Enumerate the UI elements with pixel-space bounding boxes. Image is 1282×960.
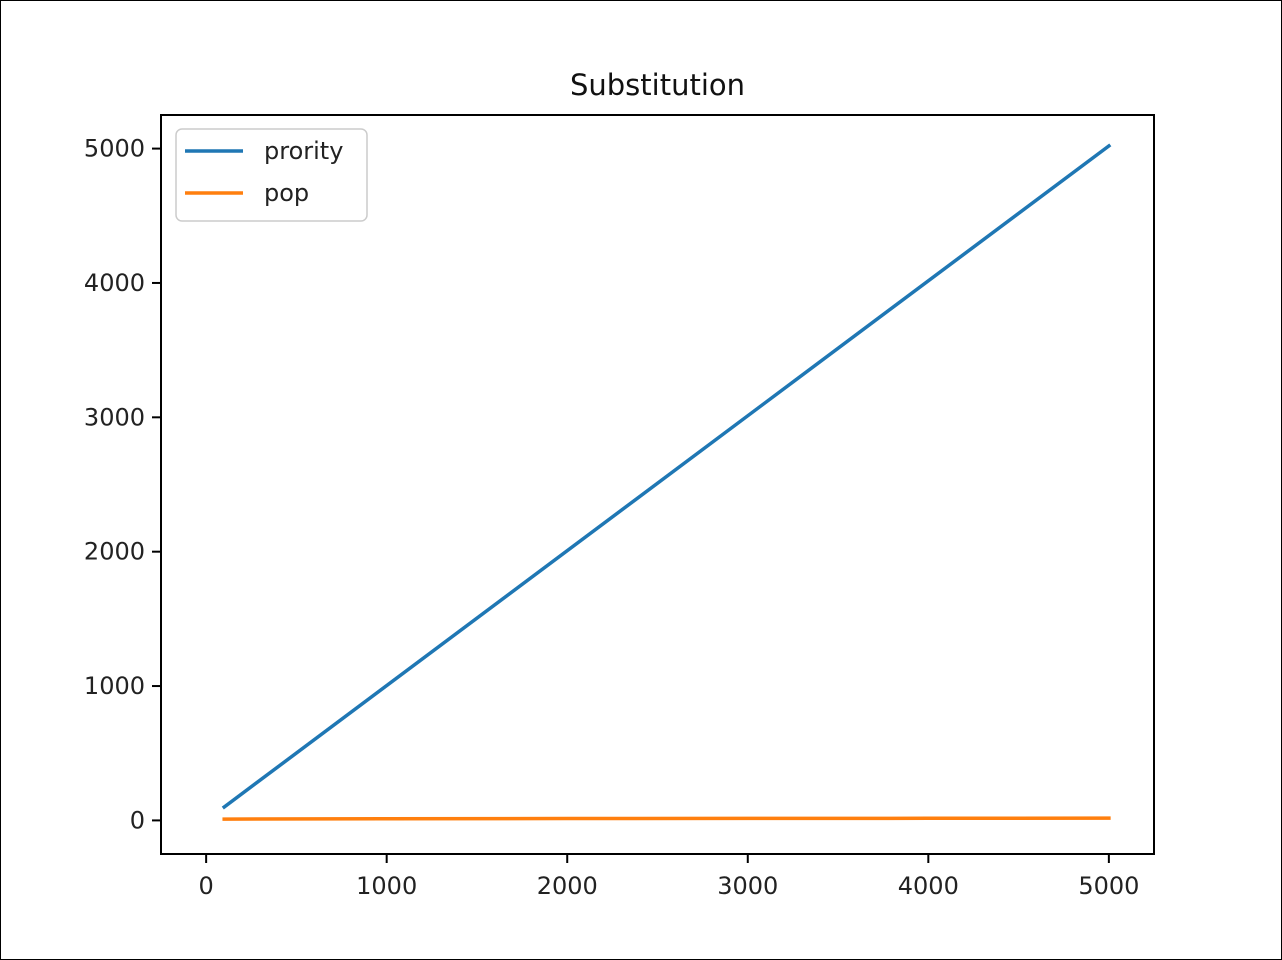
x-tick-label: 4000 [898, 872, 959, 900]
legend-label: prority [264, 137, 343, 165]
x-tick-label: 0 [198, 872, 213, 900]
y-tick-label: 4000 [84, 269, 145, 297]
x-tick-label: 2000 [537, 872, 598, 900]
x-tick-label: 1000 [356, 872, 417, 900]
x-tick-label: 5000 [1078, 872, 1139, 900]
series-line-prority [221, 143, 1112, 810]
x-tick-label: 3000 [717, 872, 778, 900]
y-tick-label: 1000 [84, 672, 145, 700]
chart-title: Substitution [570, 68, 745, 102]
y-tick-label: 0 [130, 806, 145, 834]
series-line-pop [222, 816, 1111, 821]
legend: prority pop [175, 128, 368, 222]
y-tick-label: 5000 [84, 135, 145, 163]
legend-label: pop [264, 179, 309, 207]
plot-layer: 0 1000 2000 3000 4000 5000 0 1000 2000 3000 4000 50… [84, 114, 1155, 900]
y-tick-label: 3000 [84, 403, 145, 431]
y-tick-label: 2000 [84, 538, 145, 566]
